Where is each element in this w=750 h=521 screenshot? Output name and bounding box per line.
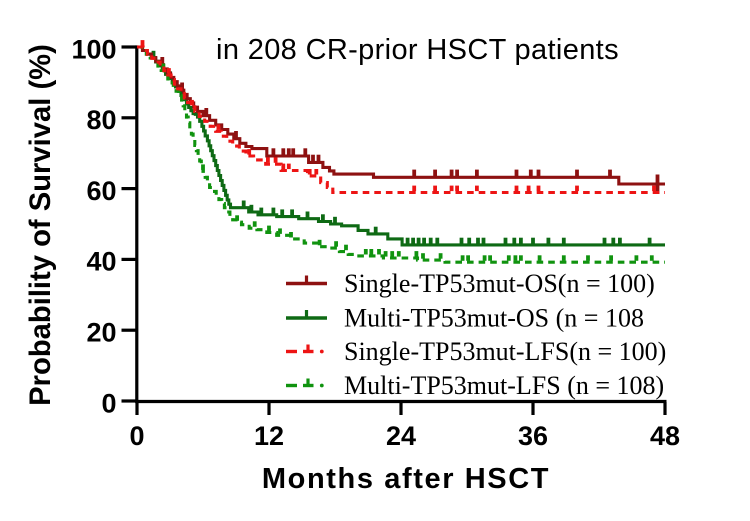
svg-text:in 208 CR-prior HSCT patients: in 208 CR-prior HSCT patients xyxy=(216,34,619,66)
svg-text:48: 48 xyxy=(650,421,680,451)
svg-text:Single-TP53mut-OS(n = 100): Single-TP53mut-OS(n = 100) xyxy=(344,269,655,298)
svg-text:36: 36 xyxy=(518,421,548,451)
svg-text:20: 20 xyxy=(86,318,116,348)
svg-text:24: 24 xyxy=(386,421,416,451)
svg-text:40: 40 xyxy=(86,247,116,277)
svg-text:Multi-TP53mut-OS (n = 108: Multi-TP53mut-OS (n = 108 xyxy=(344,304,644,333)
svg-text:100: 100 xyxy=(71,34,116,64)
svg-text:0: 0 xyxy=(101,388,116,418)
svg-text:80: 80 xyxy=(86,105,116,135)
svg-text:Probability of Survival (%): Probability of Survival (%) xyxy=(25,44,57,406)
svg-text:Months after HSCT: Months after HSCT xyxy=(262,463,550,495)
svg-text:60: 60 xyxy=(86,176,116,206)
svg-text:0: 0 xyxy=(129,421,144,451)
svg-text:Multi-TP53mut-LFS (n = 108): Multi-TP53mut-LFS (n = 108) xyxy=(344,371,664,400)
svg-text:Single-TP53mut-LFS(n = 100): Single-TP53mut-LFS(n = 100) xyxy=(344,337,666,366)
svg-text:12: 12 xyxy=(254,421,284,451)
